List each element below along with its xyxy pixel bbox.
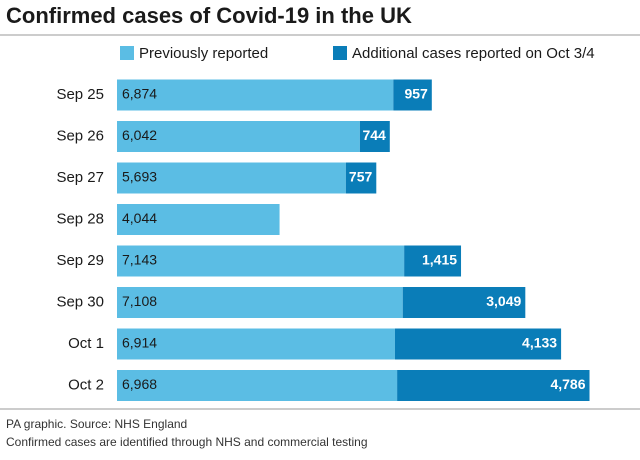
note: Confirmed cases are identified through N… <box>6 435 368 449</box>
value-label: 6,914 <box>122 335 157 351</box>
legend-label: Additional cases reported on Oct 3/4 <box>352 45 595 62</box>
bar-segment <box>397 370 590 401</box>
value-label: 6,968 <box>122 376 157 392</box>
category-label: Sep 29 <box>56 252 104 269</box>
bar-segment <box>117 245 405 277</box>
legend-swatch <box>120 46 134 60</box>
bar-segment <box>345 162 377 194</box>
value-label: 6,874 <box>122 86 157 102</box>
legend-label: Previously reported <box>139 45 268 62</box>
value-label: 4,133 <box>522 335 557 351</box>
bar-segment <box>117 204 280 235</box>
value-label: 757 <box>349 169 373 185</box>
value-label: 6,042 <box>122 127 157 143</box>
value-label: 957 <box>404 86 428 102</box>
value-label: 7,143 <box>122 252 157 268</box>
category-label: Sep 25 <box>56 86 104 103</box>
value-label: 1,415 <box>422 252 457 268</box>
source: PA graphic. Source: NHS England <box>6 417 187 431</box>
legend-swatch <box>333 46 347 60</box>
category-label: Oct 2 <box>68 376 104 393</box>
bar-segment <box>359 121 390 152</box>
category-label: Sep 30 <box>56 293 104 310</box>
chart-title: Confirmed cases of Covid-19 in the UK <box>6 3 412 28</box>
bar-segment <box>117 79 394 111</box>
value-label: 7,108 <box>122 293 157 309</box>
bar-segment <box>117 121 360 152</box>
bar-segment <box>394 328 562 360</box>
bar-segment <box>117 287 403 318</box>
category-label: Oct 1 <box>68 335 104 352</box>
value-label: 4,786 <box>550 376 585 392</box>
bar-segment <box>404 245 462 277</box>
category-label: Sep 27 <box>56 169 104 186</box>
value-label: 744 <box>362 127 386 143</box>
value-label: 3,049 <box>486 293 521 309</box>
bar-segment <box>117 370 398 401</box>
value-label: 5,693 <box>122 169 157 185</box>
category-label: Sep 26 <box>56 127 104 144</box>
bar-segment <box>393 79 432 111</box>
category-label: Sep 28 <box>56 210 104 227</box>
bar-segment <box>402 287 526 318</box>
value-label: 4,044 <box>122 210 157 226</box>
bar-segment <box>117 162 346 194</box>
bar-segment <box>117 328 395 360</box>
